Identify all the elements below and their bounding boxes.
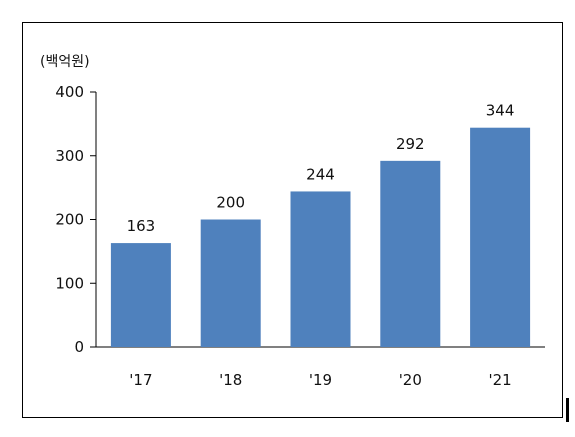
bar [380, 160, 441, 347]
bar-value-label: 200 [216, 194, 245, 212]
y-tick-label: 400 [55, 83, 84, 101]
bar [200, 219, 261, 347]
y-tick-label: 0 [74, 338, 84, 356]
x-category-label: '17 [129, 371, 152, 389]
bar-value-label: 344 [486, 102, 515, 120]
bar-value-label: 292 [396, 135, 425, 153]
y-axis-unit-label: (백억원) [40, 54, 90, 70]
y-tick-label: 100 [55, 274, 84, 292]
x-category-label: '21 [488, 371, 511, 389]
bar [110, 243, 171, 347]
x-category-label: '18 [219, 371, 242, 389]
bar-value-label: 244 [306, 165, 335, 183]
bar-series [110, 127, 531, 347]
chart-frame [22, 22, 563, 418]
chart-labels: 163 '17 200 '18 244 '19 292 '20 344 '21 [127, 102, 515, 389]
bar [290, 191, 351, 347]
bar [470, 127, 531, 347]
bar-value-label: 163 [127, 217, 156, 235]
x-category-label: '19 [309, 371, 332, 389]
y-tick-label: 200 [55, 211, 84, 229]
x-category-label: '20 [399, 371, 422, 389]
text-cursor-mark [566, 398, 569, 422]
y-tick-label: 300 [55, 147, 84, 165]
